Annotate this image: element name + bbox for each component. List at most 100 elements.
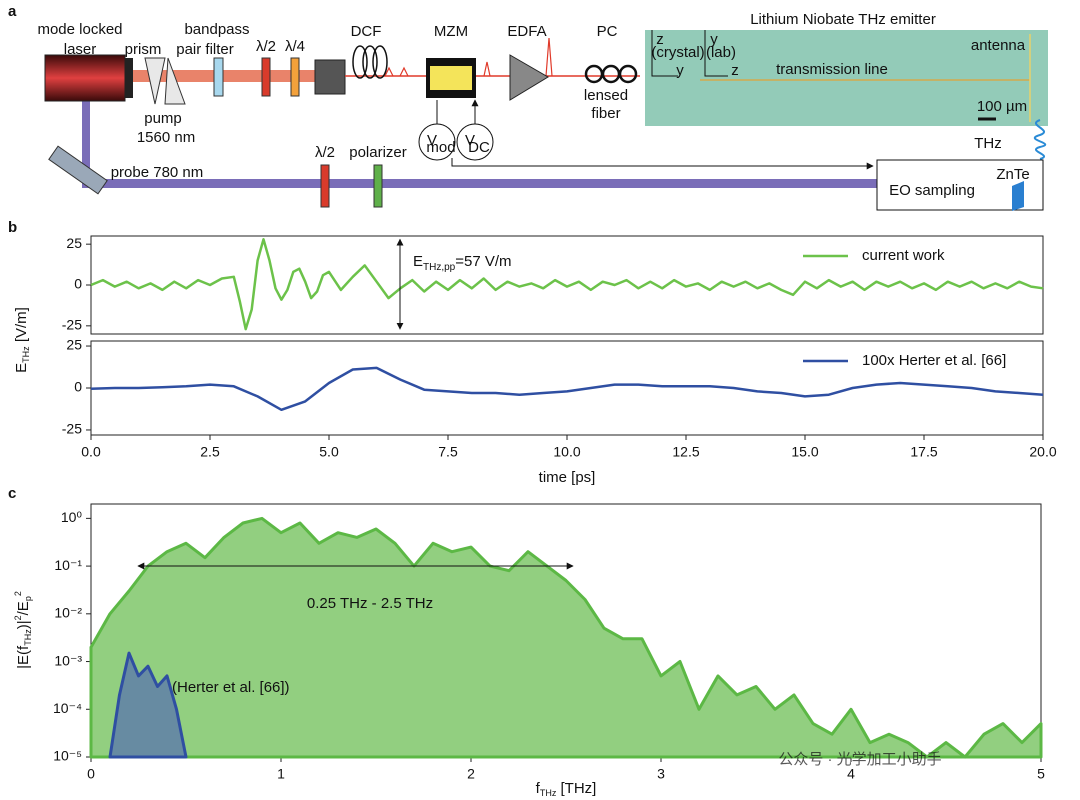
emitter-chip [645, 30, 1048, 126]
pp-annotation-part: E [413, 253, 423, 270]
diagram-label: λ/2 [256, 38, 276, 55]
panel-label: b [8, 219, 17, 236]
y-axis-label-part: THz [21, 346, 31, 363]
spectrum-area [108, 651, 188, 759]
diagram-label: bandpass [184, 21, 249, 38]
edfa [509, 54, 549, 101]
x-axis-label-part: [THz] [556, 780, 596, 797]
y-axis-label-part: |E(f [15, 645, 32, 669]
collimator [314, 59, 346, 95]
watermark: 公众号 · 光学加工小助手 [778, 751, 941, 768]
y-axis-label-part: /E [15, 601, 32, 615]
y-axis-label: |E(fTHz)|2/Ep2 [13, 591, 33, 669]
diagram-label: z [731, 62, 739, 79]
diagram-label: polarizer [349, 144, 407, 161]
pp-annotation: ETHz,pp=57 V/m [413, 253, 512, 273]
y-axis-label-part: E [13, 363, 30, 373]
panel-label: c [8, 485, 16, 502]
x-axis-label-part: f [536, 780, 541, 797]
y-axis-label-part: p [23, 596, 33, 601]
x-tick-label: 5 [1037, 766, 1045, 782]
y-axis-label-part: 2 [13, 615, 23, 620]
waveplate [320, 164, 330, 208]
diagram-label: EO sampling [889, 182, 975, 199]
diagram-label: (lab) [706, 44, 736, 61]
diagram-label: (crystal) [651, 44, 704, 61]
legend-label: 100x Herter et al. [66] [862, 352, 1006, 369]
x-tick-label: 1 [277, 766, 285, 782]
diagram-label: V [465, 132, 475, 149]
probe-beam [82, 179, 877, 188]
x-axis-label: time [ps] [539, 469, 596, 486]
x-tick-label: 17.5 [910, 444, 937, 460]
diagram-label: y [710, 31, 718, 48]
diagram-label: transmission line [776, 61, 888, 78]
diagram-label: prism [125, 41, 162, 58]
diagram-label: Lithium Niobate THz emitter [750, 11, 936, 28]
diagram-label: 100 µm [977, 98, 1027, 115]
diagram-label: DCF [351, 23, 382, 40]
y-tick-label: 0 [74, 276, 82, 292]
y-tick-label: 10⁻³ [54, 652, 82, 668]
thz-wave [1033, 119, 1047, 160]
y-axis-label-part: 2 [13, 591, 23, 596]
x-tick-label: 5.0 [319, 444, 339, 460]
polarization-controller [584, 64, 638, 84]
y-tick-label: 10⁻⁵ [53, 748, 82, 764]
x-tick-label: 3 [657, 766, 665, 782]
diagram-label: DC [468, 139, 490, 156]
spectrum-area [89, 516, 1043, 759]
diagram-label: z [656, 31, 664, 48]
span-label: 0.25 THz - 2.5 THz [307, 595, 433, 612]
y-tick-label: 10⁻² [54, 605, 82, 621]
x-tick-label: 2.5 [200, 444, 220, 460]
diagram-label: y [676, 62, 684, 79]
x-tick-label: 20.0 [1029, 444, 1056, 460]
diagram-label: pair filter [176, 41, 234, 58]
mzm-core [430, 66, 472, 90]
laser-output [125, 58, 133, 98]
dcf-coil [352, 45, 388, 79]
diagram-label: probe 780 nm [111, 164, 204, 181]
y-axis-label-part: )| [15, 620, 32, 629]
series-line [90, 238, 1044, 331]
pp-annotation-part: =57 V/m [455, 253, 511, 270]
diagram-label: THz [974, 135, 1002, 152]
series-annotation: (Herter et al. [66]) [172, 679, 290, 696]
diagram-label: λ/4 [285, 38, 305, 55]
prisms [144, 57, 186, 105]
filter [213, 57, 224, 97]
polarizer [373, 164, 383, 208]
y-tick-label: -25 [62, 317, 82, 333]
x-tick-label: 4 [847, 766, 855, 782]
diagram-label: MZM [434, 23, 468, 40]
laser [44, 54, 126, 102]
x-tick-label: 15.0 [791, 444, 818, 460]
x-axis-label: fTHz [THz] [536, 780, 597, 798]
diagram-label: ZnTe [996, 166, 1029, 183]
panel-label: a [8, 3, 17, 20]
y-tick-label: 10⁻¹ [54, 557, 82, 573]
probe-beam [82, 100, 90, 188]
y-tick-label: -25 [62, 421, 82, 437]
pulses [384, 37, 553, 77]
y-tick-label: 0 [74, 379, 82, 395]
bias-arrows [436, 100, 475, 124]
y-tick-label: 25 [66, 235, 82, 251]
x-tick-label: 12.5 [672, 444, 699, 460]
trigger-arrow [451, 158, 874, 170]
znte-crystal [1012, 181, 1024, 211]
mirror [48, 145, 108, 195]
diagram-label: mod [426, 139, 455, 156]
diagram-label: laser [64, 41, 97, 58]
diagram-label: fiber [591, 105, 620, 122]
x-tick-label: 0.0 [81, 444, 101, 460]
y-tick-label: 10⁻⁴ [53, 700, 82, 716]
y-axis-label-part: THz [23, 629, 33, 646]
diagram-label: antenna [971, 37, 1026, 54]
y-tick-label: 25 [66, 337, 82, 353]
diagram-label: PC [597, 23, 618, 40]
diagram-label: 1560 nm [137, 129, 195, 146]
setup-diagram [44, 30, 1048, 211]
